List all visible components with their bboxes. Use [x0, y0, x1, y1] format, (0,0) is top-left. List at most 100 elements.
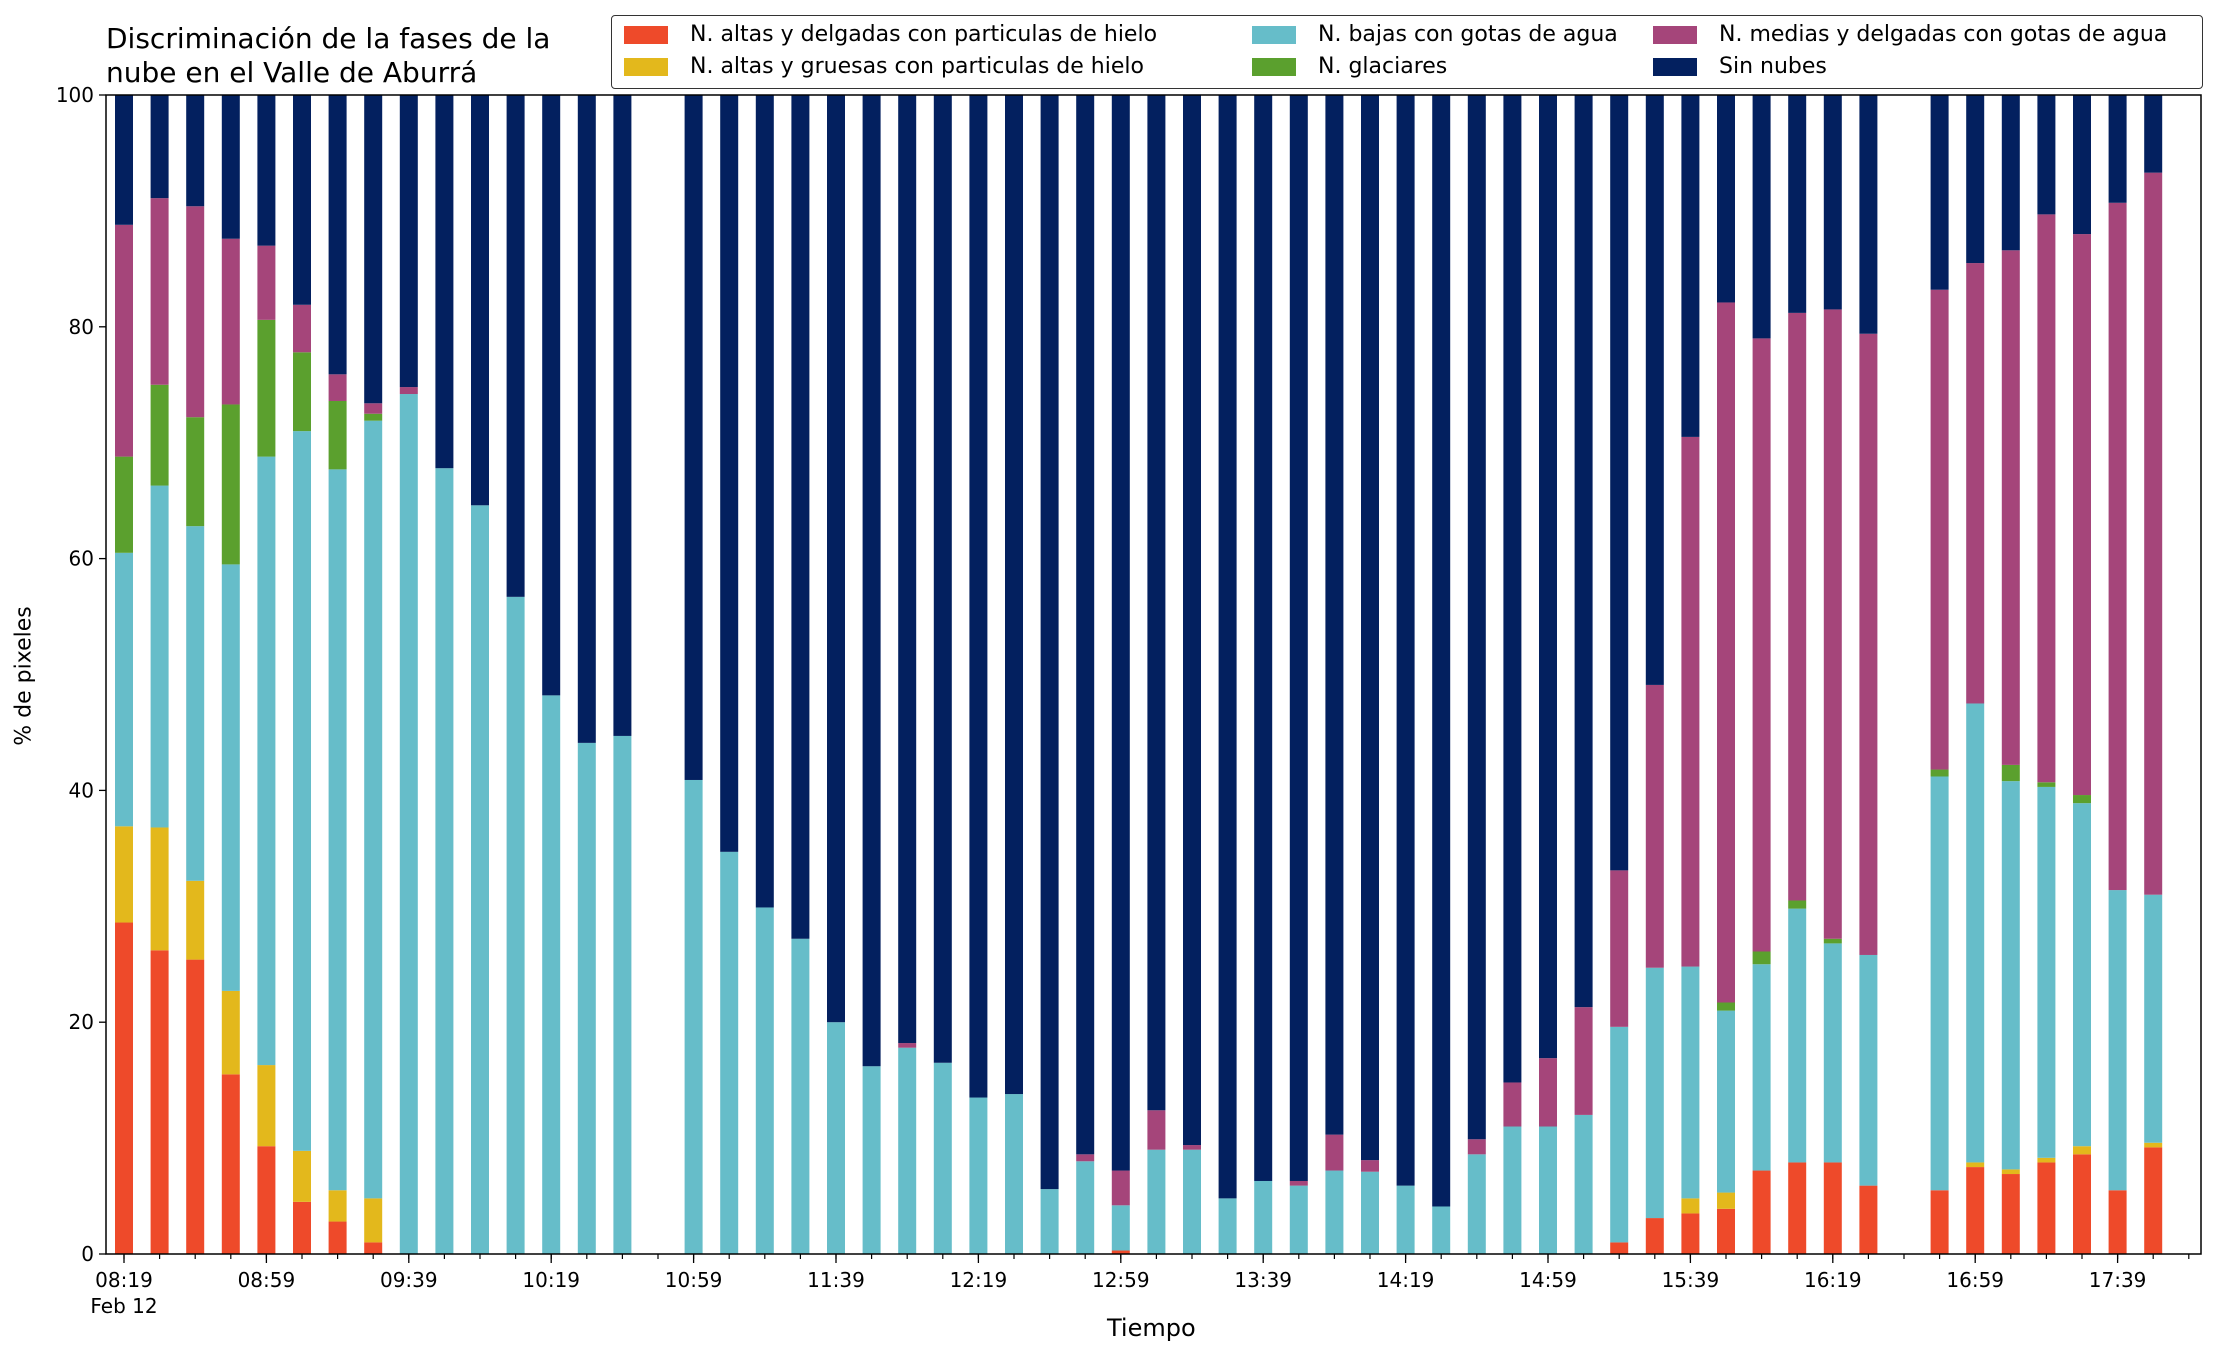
bar-segment: [150, 950, 169, 1254]
bar-segment: [2001, 781, 2020, 1170]
x-tick-label: 08:59: [238, 1268, 296, 1292]
bar-segment: [2073, 1154, 2091, 1254]
bar-segment: [1752, 95, 1771, 339]
bar-segment: [1005, 1094, 1023, 1254]
bar-segment: [1823, 95, 1842, 310]
bar-segment: [2037, 786, 2056, 1158]
bar-segment: [399, 394, 418, 1254]
x-tick-label: 14:59: [1519, 1268, 1577, 1292]
bar-segment: [293, 431, 311, 1151]
bar-segment: [1289, 95, 1308, 1181]
bar-segment: [2144, 894, 2163, 1143]
bar-segment: [1503, 1126, 1522, 1254]
legend-swatch: [624, 57, 668, 76]
bar-segment: [1539, 1126, 1557, 1254]
bar-segment: [1645, 95, 1664, 685]
bar-segment: [1859, 333, 1878, 955]
legend-label: Sin nubes: [1719, 54, 1827, 79]
bar-segment: [1005, 95, 1023, 1095]
x-tick-label: 10:19: [522, 1268, 580, 1292]
bar-segment: [1823, 938, 1842, 944]
bar-segment: [1361, 1160, 1379, 1172]
bar-segment: [1966, 263, 1985, 704]
x-tick-label: 11:39: [807, 1268, 865, 1292]
bar-segment: [2037, 95, 2056, 215]
bar-segment: [1040, 95, 1059, 1190]
bar-segment: [1681, 966, 1700, 1199]
bar-segment: [1610, 95, 1629, 871]
bar-segment: [1717, 1002, 1735, 1011]
x-tick-label: 16:19: [1804, 1268, 1862, 1292]
bar-segment: [2108, 890, 2127, 1191]
bar-segment: [1681, 1198, 1700, 1214]
bar-segment: [827, 95, 845, 1023]
bar-segment: [150, 827, 169, 951]
bar-segment: [1966, 1167, 1985, 1254]
bar-segment: [293, 304, 311, 353]
bar-segment: [1396, 1185, 1415, 1254]
bar-segment: [150, 384, 169, 486]
bar-segment: [150, 485, 169, 828]
bar-segment: [2108, 202, 2127, 891]
bar-segment: [1717, 1192, 1735, 1209]
bar-segment: [1076, 95, 1095, 1155]
bar-segment: [755, 95, 774, 908]
bar-segment: [186, 206, 205, 418]
bar-segment: [1254, 95, 1273, 1181]
bar-segment: [150, 95, 169, 199]
y-tick-label: 20: [69, 1010, 94, 1034]
bar-segment: [1788, 95, 1807, 313]
bar-segment: [435, 468, 454, 1254]
x-tick-label: 08:19: [95, 1268, 153, 1292]
plot-frame: [105, 94, 2202, 1255]
bar-segment: [1111, 1250, 1130, 1254]
bar-segment: [1396, 95, 1415, 1186]
bar-segment: [221, 238, 240, 405]
x-axis-label: Tiempo: [1107, 1314, 1196, 1342]
legend-swatch: [1252, 25, 1296, 44]
bar-segment: [364, 95, 383, 404]
bar-segment: [1183, 1149, 1201, 1254]
bar-segment: [1610, 1026, 1629, 1243]
bar-segment: [399, 387, 418, 395]
bar-segment: [2001, 764, 2020, 782]
legend-item-altas-delgadas: N. altas y delgadas con particulas de hi…: [624, 22, 1157, 47]
bar-segment: [1289, 1185, 1308, 1254]
y-axis-label-wrap: % de pixeles: [4, 596, 44, 756]
legend-swatch: [1252, 57, 1296, 76]
bar-segment: [2144, 95, 2163, 173]
bar-segment: [115, 922, 133, 1254]
bar-segment: [2073, 795, 2091, 804]
bar-segment: [1966, 703, 1985, 1163]
bar-segment: [1503, 1082, 1522, 1127]
bar-segment: [1574, 95, 1593, 1008]
bar-segment: [755, 907, 774, 1254]
bar-segment: [221, 1074, 240, 1254]
bar-segment: [1645, 967, 1664, 1219]
bar-segment: [364, 1242, 383, 1254]
x-tick-label: 17:39: [2089, 1268, 2147, 1292]
x-tick-label: 14:19: [1377, 1268, 1435, 1292]
bar-segment: [1254, 1180, 1273, 1254]
bar-segment: [471, 95, 489, 506]
bar-segment: [364, 420, 383, 1199]
bar-segment: [1467, 1154, 1486, 1254]
bar-segment: [328, 1221, 347, 1254]
bar-segment: [969, 1097, 988, 1254]
bar-segment: [542, 95, 561, 696]
x-tick-label: 12:19: [950, 1268, 1008, 1292]
bar-segment: [1717, 1208, 1735, 1254]
y-tick-label: 80: [69, 315, 94, 339]
bar-segment: [221, 990, 240, 1075]
bar-segment: [471, 505, 489, 1254]
bar-segment: [1752, 338, 1771, 952]
bar-segment: [2108, 1190, 2127, 1254]
bar-segment: [1717, 1010, 1735, 1193]
bar-segment: [2001, 1174, 2020, 1254]
bar-segment: [293, 352, 311, 432]
x-tick-sublabel: Feb 12: [90, 1294, 157, 1318]
chart-title: Discriminación de la fases de la nube en…: [106, 22, 551, 89]
bar-segment: [1467, 1139, 1486, 1155]
bar-segment: [221, 95, 240, 239]
